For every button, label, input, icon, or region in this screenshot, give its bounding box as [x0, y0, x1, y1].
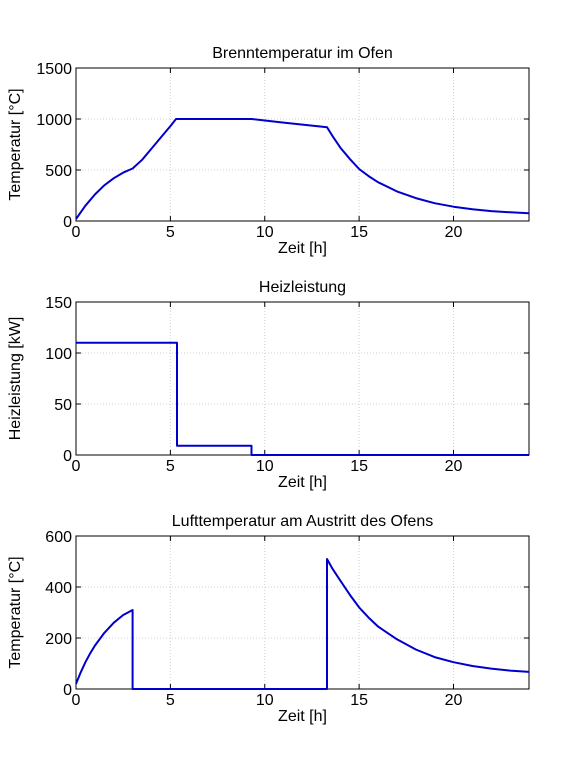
y-tick-label: 600 [45, 529, 72, 546]
chart-title: Brenntemperatur im Ofen [212, 45, 393, 62]
y-tick-label: 0 [63, 682, 72, 699]
x-axis-label: Zeit [h] [278, 240, 327, 257]
chart-title: Heizleistung [259, 279, 346, 296]
x-tick-label: 0 [72, 224, 81, 241]
x-tick-label: 20 [445, 458, 463, 475]
y-tick-label: 100 [45, 346, 72, 363]
axes-frame [75, 535, 530, 690]
x-tick-label: 5 [166, 692, 175, 709]
y-tick-label: 50 [54, 397, 72, 414]
x-tick-label: 5 [166, 224, 175, 241]
x-tick-label: 15 [350, 458, 368, 475]
y-axis-label: Heizleistung [kW] [7, 317, 24, 441]
y-tick-label: 500 [45, 163, 72, 180]
x-tick-label: 5 [166, 458, 175, 475]
series-line [75, 118, 530, 220]
axes-frame [75, 301, 530, 456]
x-axis-label: Zeit [h] [278, 708, 327, 725]
x-tick-label: 0 [72, 458, 81, 475]
subplot-2: 0 5 10 15 20 0 50 100 150 Heizleistung Zeit [h] Hei… [7, 279, 530, 491]
y-axis-label: Temperatur [°C] [7, 556, 24, 668]
subplot-1: 0 5 10 15 20 0 500 1000 1500 Brenntemperatur im O… [7, 45, 530, 257]
x-tick-label: 0 [72, 692, 81, 709]
series-line [76, 341, 529, 456]
y-tick-label: 400 [45, 580, 72, 597]
x-tick-label: 20 [445, 692, 463, 709]
y-axis-label: Temperatur [°C] [7, 88, 24, 200]
axes-frame [75, 67, 530, 222]
series-line [75, 558, 530, 690]
y-tick-label: 150 [45, 295, 72, 312]
x-tick-label: 15 [350, 692, 368, 709]
y-tick-label: 200 [45, 631, 72, 648]
y-tick-label: 0 [63, 214, 72, 231]
x-tick-label: 10 [256, 458, 274, 475]
y-tick-label: 0 [63, 448, 72, 465]
x-tick-label: 20 [445, 224, 463, 241]
y-tick-label: 1000 [36, 112, 72, 129]
chart-title: Lufttemperatur am Austritt des Ofens [172, 513, 433, 530]
y-tick-label: 1500 [36, 61, 72, 78]
x-axis-label: Zeit [h] [278, 474, 327, 491]
x-tick-label: 15 [350, 224, 368, 241]
x-tick-label: 10 [256, 692, 274, 709]
x-tick-label: 10 [256, 224, 274, 241]
